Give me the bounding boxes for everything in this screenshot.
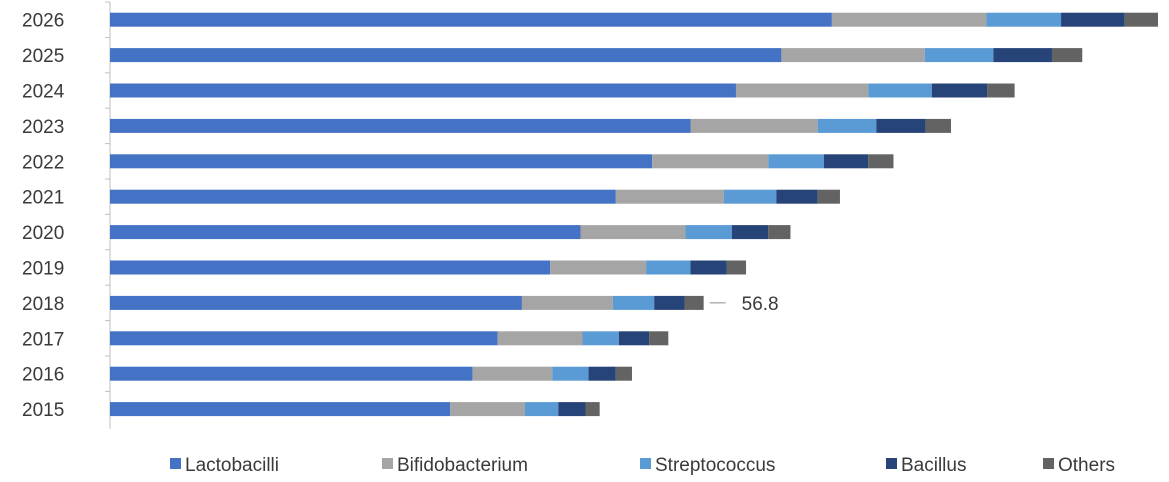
bar-segment-lactobacilli — [110, 83, 736, 98]
bar-segment-bacillus — [690, 260, 727, 275]
bar-segment-bacillus — [993, 48, 1052, 63]
bar-segment-bacillus — [558, 402, 586, 417]
bar-segment-streptococcus — [612, 295, 655, 310]
bar-segment-streptococcus — [685, 225, 732, 240]
bar-segment-bifidobacterium — [521, 295, 613, 310]
category-tick-label: 2022 — [22, 152, 64, 173]
legend-label: Bifidobacterium — [397, 455, 528, 476]
category-tick-label: 2025 — [22, 46, 64, 67]
bar-segment-streptococcus — [646, 260, 691, 275]
category-tick-label: 2026 — [22, 11, 64, 32]
category-tick-label: 2020 — [22, 223, 64, 244]
bar-segment-bifidobacterium — [472, 366, 553, 381]
bar-segment-bifidobacterium — [580, 225, 686, 240]
bar-segment-bacillus — [618, 331, 650, 346]
bar-segment-bifidobacterium — [690, 118, 818, 133]
annotation-label: 56.8 — [742, 294, 779, 315]
legend-swatch — [170, 458, 181, 469]
legend-swatch — [886, 458, 897, 469]
legend-label: Bacillus — [901, 455, 966, 476]
bar-segment-lactobacilli — [110, 12, 832, 27]
bar-segment-streptococcus — [817, 118, 877, 133]
bar-segment-others — [585, 402, 600, 417]
legend-label: Streptococcus — [655, 455, 775, 476]
category-tick-label: 2016 — [22, 365, 64, 386]
bar-segment-bifidobacterium — [781, 48, 925, 63]
bar-segment-streptococcus — [868, 83, 932, 98]
bar-segment-lactobacilli — [110, 331, 498, 346]
bar-segment-lactobacilli — [110, 295, 522, 310]
bar-segment-bacillus — [1061, 12, 1125, 27]
bar-segment-lactobacilli — [110, 225, 581, 240]
bar-segment-bacillus — [776, 189, 818, 204]
category-tick-label: 2024 — [22, 82, 65, 103]
category-tick-label: 2015 — [22, 400, 64, 421]
category-tick-label: 2018 — [22, 294, 64, 315]
legend-swatch — [1043, 458, 1054, 469]
bar-segment-bifidobacterium — [497, 331, 583, 346]
bar-segment-streptococcus — [924, 48, 994, 63]
bar-segment-streptococcus — [768, 154, 824, 169]
bar-segment-others — [1051, 48, 1083, 63]
bar-segment-others — [768, 225, 791, 240]
category-tick-label: 2019 — [22, 259, 64, 280]
legend-label: Lactobacilli — [185, 455, 279, 476]
bar-segment-others — [684, 295, 704, 310]
legend: Lactobacilli Bifidobacterium Streptococcus… — [170, 455, 1115, 476]
bar-segment-bifidobacterium — [615, 189, 724, 204]
bar-segment-bacillus — [731, 225, 769, 240]
bar-segment-bacillus — [654, 295, 685, 310]
bar-segment-lactobacilli — [110, 48, 782, 63]
bar-segment-lactobacilli — [110, 189, 616, 204]
bar-segment-others — [868, 154, 894, 169]
bar-segment-lactobacilli — [110, 260, 551, 275]
bar-segment-bacillus — [588, 366, 616, 381]
legend-swatch — [640, 458, 651, 469]
category-tick-label: 2021 — [22, 188, 64, 209]
bar-segment-bacillus — [876, 118, 926, 133]
bar-segment-lactobacilli — [110, 402, 451, 417]
category-tick-label: 2017 — [22, 329, 64, 350]
bar-segment-others — [817, 189, 840, 204]
bar-segment-others — [987, 83, 1015, 98]
bar-segment-bifidobacterium — [831, 12, 987, 27]
bar-segment-others — [726, 260, 747, 275]
bar-segment-bacillus — [823, 154, 869, 169]
bar-segment-others — [649, 331, 669, 346]
bar-segment-streptococcus — [986, 12, 1062, 27]
bar-segment-lactobacilli — [110, 154, 653, 169]
bar-segment-bifidobacterium — [735, 83, 869, 98]
bar-segment-bifidobacterium — [652, 154, 769, 169]
bar-segment-streptococcus — [582, 331, 619, 346]
bar-segment-streptococcus — [524, 402, 559, 417]
plot-area: 2026 2025 2024 2023 2022 2021 2020 2019 2018 56.8… — [22, 1, 1158, 429]
bar-segment-streptococcus — [552, 366, 589, 381]
bar-segment-others — [1124, 12, 1158, 27]
legend-label: Others — [1058, 455, 1115, 476]
category-tick-label: 2023 — [22, 117, 64, 138]
bar-segment-others — [925, 118, 952, 133]
bar-segment-bifidobacterium — [550, 260, 647, 275]
bar-segment-lactobacilli — [110, 118, 691, 133]
bar-segment-streptococcus — [723, 189, 777, 204]
bar-segment-others — [615, 366, 632, 381]
bar-segment-bifidobacterium — [450, 402, 525, 417]
bar-segment-bacillus — [931, 83, 988, 98]
bar-segment-lactobacilli — [110, 366, 473, 381]
legend-swatch — [382, 458, 393, 469]
